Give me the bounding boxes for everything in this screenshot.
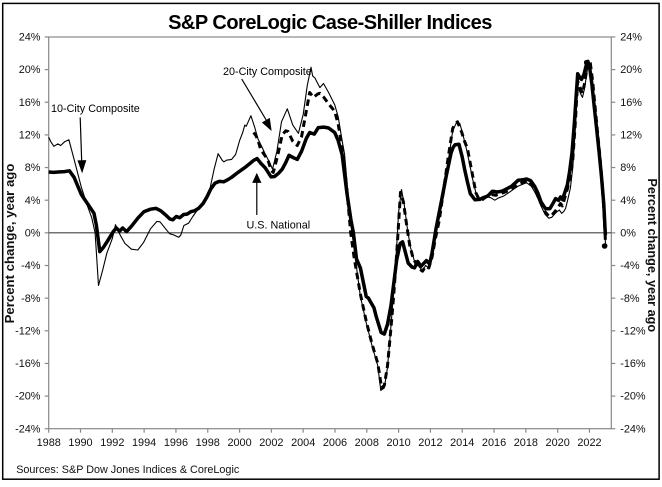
svg-text:-12%: -12%	[620, 325, 646, 337]
svg-text:2012: 2012	[418, 437, 442, 449]
svg-text:Percent change, year ago: Percent change, year ago	[2, 164, 17, 324]
svg-text:-20%: -20%	[620, 391, 646, 403]
svg-text:1988: 1988	[37, 437, 61, 449]
svg-text:1990: 1990	[68, 437, 92, 449]
svg-text:U.S. National: U.S. National	[247, 220, 311, 232]
svg-text:1998: 1998	[196, 437, 220, 449]
svg-text:-8%: -8%	[620, 293, 640, 305]
svg-text:-16%: -16%	[620, 358, 646, 370]
svg-text:4%: 4%	[620, 195, 636, 207]
svg-text:0%: 0%	[620, 227, 636, 239]
svg-text:-20%: -20%	[15, 391, 41, 403]
svg-text:-4%: -4%	[21, 260, 41, 272]
svg-text:-24%: -24%	[15, 423, 41, 435]
svg-text:2008: 2008	[355, 437, 379, 449]
svg-text:8%: 8%	[25, 162, 41, 174]
svg-text:2010: 2010	[386, 437, 410, 449]
svg-text:16%: 16%	[620, 97, 642, 109]
svg-text:2016: 2016	[482, 437, 506, 449]
svg-text:4%: 4%	[25, 195, 41, 207]
svg-text:10-City Composite: 10-City Composite	[51, 103, 140, 115]
svg-text:-24%: -24%	[620, 423, 646, 435]
svg-text:2004: 2004	[291, 437, 315, 449]
svg-text:S&P CoreLogic Case-Shiller Ind: S&P CoreLogic Case-Shiller Indices	[168, 12, 492, 34]
svg-text:24%: 24%	[620, 32, 642, 44]
svg-text:20%: 20%	[620, 64, 642, 76]
svg-text:-16%: -16%	[15, 358, 41, 370]
svg-text:Sources: S&P Dow Jones Indices: Sources: S&P Dow Jones Indices & CoreLog…	[16, 464, 240, 476]
svg-text:-8%: -8%	[21, 293, 41, 305]
svg-text:Percent change, year ago: Percent change, year ago	[645, 178, 659, 332]
svg-text:2000: 2000	[227, 437, 251, 449]
svg-text:1996: 1996	[164, 437, 188, 449]
svg-text:24%: 24%	[19, 32, 41, 44]
svg-text:12%: 12%	[620, 130, 642, 142]
svg-text:2018: 2018	[514, 437, 538, 449]
svg-text:1994: 1994	[132, 437, 156, 449]
svg-text:16%: 16%	[19, 97, 41, 109]
svg-text:20%: 20%	[19, 64, 41, 76]
svg-text:2020: 2020	[546, 437, 570, 449]
svg-text:1992: 1992	[100, 437, 124, 449]
svg-text:0%: 0%	[25, 227, 41, 239]
svg-text:2002: 2002	[259, 437, 283, 449]
svg-text:8%: 8%	[620, 162, 636, 174]
svg-text:-12%: -12%	[15, 325, 41, 337]
svg-text:-4%: -4%	[620, 260, 640, 272]
svg-text:2014: 2014	[450, 437, 474, 449]
svg-text:2022: 2022	[577, 437, 601, 449]
svg-text:12%: 12%	[19, 130, 41, 142]
svg-text:20-City Composite: 20-City Composite	[223, 66, 312, 78]
svg-text:2006: 2006	[323, 437, 347, 449]
